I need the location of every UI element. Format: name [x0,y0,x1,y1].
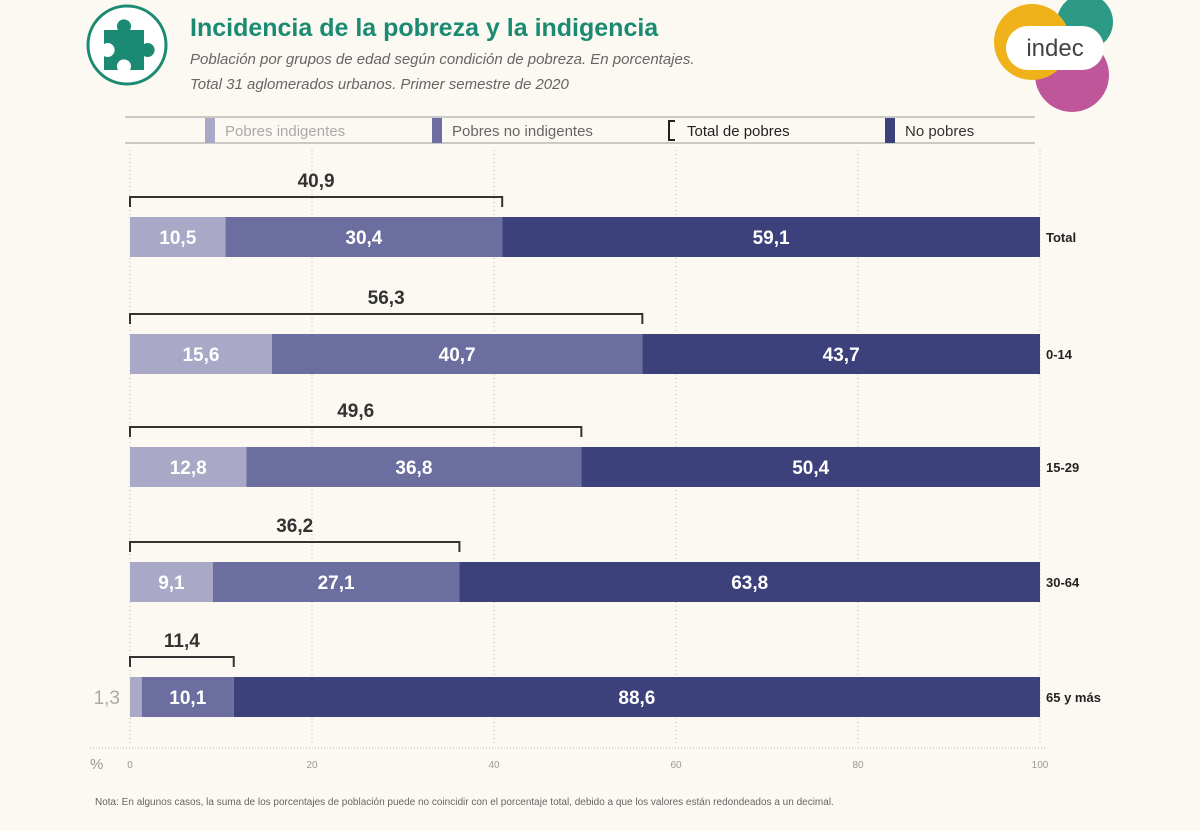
category-label: 30-64 [1046,575,1080,590]
bar-segment [130,447,247,487]
bar-data-label: 36,8 [395,458,432,479]
x-tick-label: 20 [306,760,318,771]
bar-segment [642,334,1040,374]
bar-segment [141,677,234,717]
bar-data-label: 88,6 [618,688,655,709]
bar-segment [459,562,1040,602]
bar-data-label: 59,1 [753,228,790,249]
footnote: Nota: En algunos casos, la suma de los p… [95,797,834,808]
bracket-label: 11,4 [164,631,200,652]
bar-segment [502,217,1040,257]
total-bracket [129,656,235,667]
category-label: 0-14 [1046,347,1073,362]
x-tick-label: 0 [127,760,133,771]
legend-swatch [885,118,895,143]
legend-swatch [432,118,442,143]
logo-pill [1006,26,1104,70]
legend-swatch [205,118,215,143]
x-axis-label: % [90,756,103,773]
bracket-label: 49,6 [337,401,374,422]
legend-label: Total de pobres [687,123,790,140]
total-bracket [129,426,583,437]
bar-segment [212,562,460,602]
category-label: 15-29 [1046,460,1079,475]
bar-segment [246,447,582,487]
bar-segment [130,677,142,717]
bracket-label: 56,3 [368,288,405,309]
bar-data-label: 10,5 [159,228,196,249]
legend-bracket-swatch [668,120,675,141]
bar-data-label: 40,7 [439,345,476,366]
bar-data-label: 10,1 [169,688,206,709]
bar-data-label: 50,4 [792,458,829,479]
bar-segment [130,334,272,374]
legend-label: Pobres indigentes [225,123,345,140]
legend-label: Pobres no indigentes [452,123,593,140]
bar-data-label: 12,8 [170,458,207,479]
category-label: Total [1046,230,1076,245]
x-tick-label: 80 [852,760,864,771]
x-tick-label: 40 [488,760,500,771]
total-bracket [129,196,504,207]
bracket-label: 40,9 [298,171,335,192]
total-bracket [129,541,461,552]
bar-data-label: 30,4 [345,228,382,249]
bracket-label: 36,2 [276,516,313,537]
bar-data-label: 27,1 [318,573,355,594]
chart-subtitle-2: Total 31 aglomerados urbanos. Primer sem… [190,76,569,93]
bar-segment [271,334,643,374]
bar-segment [581,447,1040,487]
bar-data-label: 15,6 [182,345,219,366]
category-label: 65 y más [1046,690,1101,705]
logo-text: indec [1026,35,1083,62]
bar-data-label: 43,7 [823,345,860,366]
chart-subtitle: Población por grupos de edad según condi… [190,51,695,68]
bar-segment [130,562,213,602]
total-bracket [129,313,644,324]
x-tick-label: 100 [1032,760,1049,771]
puzzle-shape [104,19,155,71]
bar-data-label: 1,3 [94,688,120,709]
bar-segment [225,217,503,257]
bar-data-label: 63,8 [731,573,768,594]
legend-label: No pobres [905,123,974,140]
bar-segment [130,217,226,257]
bar-data-label: 9,1 [158,573,185,594]
x-tick-label: 60 [670,760,682,771]
bar-segment [233,677,1041,717]
chart-title: Incidencia de la pobreza y la indigencia [190,14,659,42]
